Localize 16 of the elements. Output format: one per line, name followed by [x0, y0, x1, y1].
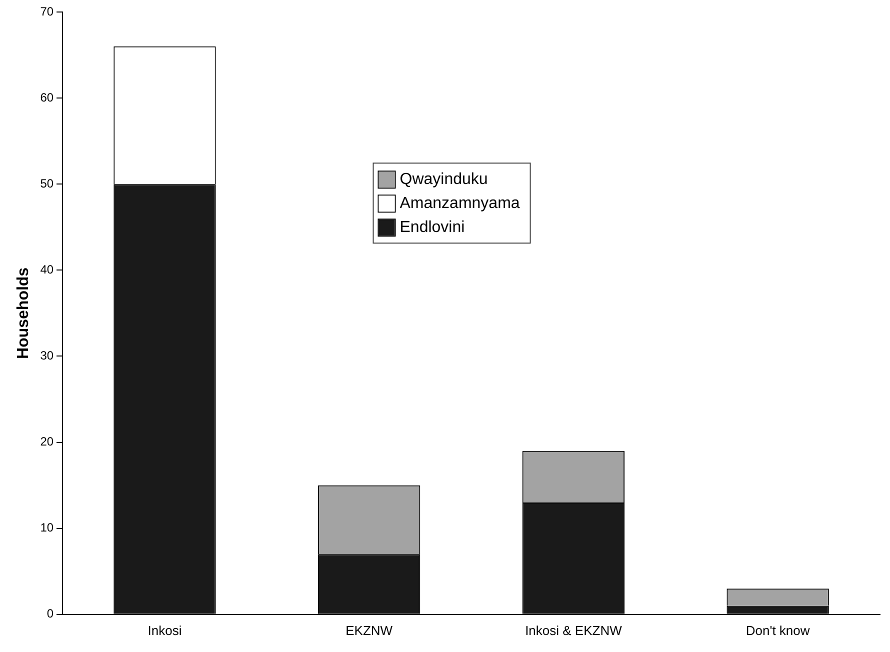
y-tick-label: 0	[46, 606, 54, 621]
x-tick-label: Don't know	[746, 622, 810, 638]
y-tick-label: 30	[40, 348, 54, 363]
y-tick-label: 40	[40, 262, 54, 276]
legend-label: Qwayinduku	[400, 171, 488, 188]
x-tick-label: Inkosi	[148, 622, 182, 638]
legend-label: Endlovini	[400, 219, 465, 236]
y-tick-label: 60	[40, 90, 54, 104]
y-axis-title: Households	[15, 267, 32, 359]
x-tick-label: EKZNW	[346, 622, 394, 638]
x-tick-label: Inkosi & EKZNW	[525, 622, 623, 638]
y-tick-label: 50	[40, 176, 54, 190]
y-tick-label: 10	[40, 520, 54, 535]
y-tick-label: 70	[40, 4, 54, 18]
legend-label: Amanzamnyama	[400, 195, 520, 212]
y-tick-label: 20	[40, 434, 54, 449]
